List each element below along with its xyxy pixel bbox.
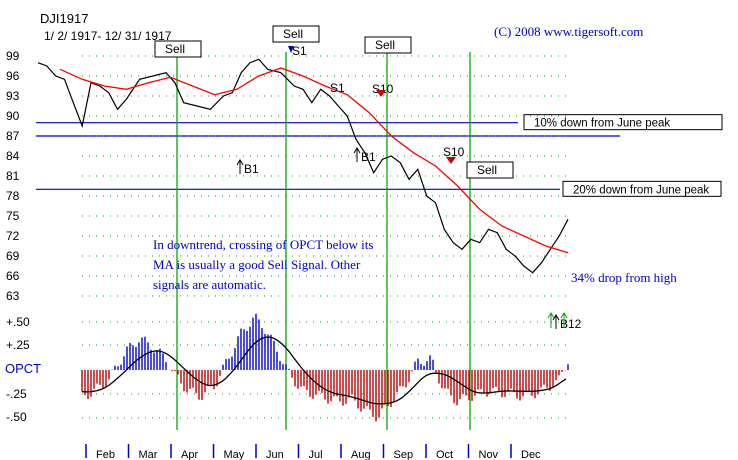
y-tick-label: 99 [6, 49, 20, 63]
y-tick-label: 96 [6, 69, 20, 83]
moving-average-line [59, 67, 569, 254]
month-label: Feb [96, 449, 115, 460]
signal-box [466, 161, 514, 179]
price-y-ticks: 99 96 93 90 87 84 81 78 75 72 69 66 63 [6, 49, 20, 303]
y-tick-label: 84 [6, 149, 20, 163]
note-line-2: MA is usually a good Sell Signal. Other [153, 257, 361, 272]
y-tick-label: 78 [6, 189, 20, 203]
opct-y-ticks: +.50 +.25 -.25 -.50 [6, 315, 30, 424]
opct-tick-label: -.25 [6, 387, 27, 401]
buy-arrow-head [353, 147, 361, 154]
horizontal-reference-lines: 10% down from June peak 20% down from Jun… [36, 114, 723, 197]
signal-label: B1 [361, 150, 376, 164]
month-label: Nov [479, 449, 499, 460]
y-tick-label: 63 [6, 289, 20, 303]
reference-label: 20% down from June peak [573, 184, 709, 196]
price-series [37, 58, 569, 274]
drop-note: 34% drop from high [571, 270, 677, 285]
month-label: Aug [351, 449, 371, 460]
signal-label: S1 [292, 44, 307, 58]
month-label: Mar [139, 449, 158, 460]
green-buy-arrow-head [560, 312, 568, 319]
opct-tick-label: -.50 [6, 410, 27, 424]
opct-bars [81, 313, 569, 422]
signal-label: B1 [244, 162, 259, 176]
sell-arrow [288, 46, 294, 53]
month-label: May [224, 449, 245, 460]
reference-label: 10% down from June peak [534, 118, 670, 130]
y-tick-label: 72 [6, 229, 20, 243]
signal-label: Sell [375, 38, 395, 52]
reference-label-box [523, 114, 723, 131]
y-tick-label: 69 [6, 249, 20, 263]
month-label: Jun [266, 449, 284, 460]
month-axis: Feb Mar Apr May Jun Jul Aug Sep Oct Nov Dec [85, 444, 541, 460]
signal-label: Sell [165, 42, 185, 56]
sell-marker [376, 90, 386, 97]
buy-arrow-head [236, 159, 244, 166]
signal-label: Sell [283, 27, 303, 41]
month-label: Jul [309, 449, 323, 460]
y-tick-label: 93 [6, 89, 20, 103]
signal-box [364, 36, 412, 54]
note-line-3: signals are automatic. [153, 277, 266, 292]
month-label: Apr [181, 449, 198, 460]
opct-label: OPCT [5, 361, 41, 376]
y-tick-label: 75 [6, 209, 20, 223]
signal-label: S1 [330, 81, 345, 95]
note-line-1: In downtrend, crossing of OPCT below its [153, 237, 373, 252]
signal-label: S10 [443, 145, 465, 159]
chart-subtitle: 1/ 2/ 1917- 12/ 31/ 1917 [44, 29, 172, 43]
signals: Sell Sell Sell Sell S1 S1 S10 S10 B1 B1 B12 [154, 25, 582, 331]
y-tick-label: 81 [6, 169, 20, 183]
green-buy-arrow-head [547, 312, 555, 319]
reference-label-box [562, 180, 722, 197]
buy-arrow-head [552, 314, 560, 321]
y-tick-label: 66 [6, 269, 20, 283]
signal-box [272, 25, 320, 43]
month-label: Oct [436, 449, 453, 460]
signal-label: B12 [560, 317, 582, 331]
signal-label: S10 [372, 82, 394, 96]
opct-tick-label: +.25 [6, 338, 30, 352]
opct-tick-label: +.50 [6, 315, 30, 329]
copyright-text: (C) 2008 www.tigersoft.com [494, 24, 643, 39]
y-tick-label: 87 [6, 129, 20, 143]
signal-box [154, 40, 202, 58]
chart-title: DJI1917 [40, 11, 88, 26]
y-tick-label: 90 [6, 109, 20, 123]
signal-label: Sell [477, 163, 497, 177]
month-label: Sep [394, 449, 414, 460]
month-label: Dec [521, 449, 541, 460]
opct-ma-line [81, 336, 567, 405]
price-line [37, 58, 569, 274]
sell-marker [446, 157, 456, 164]
